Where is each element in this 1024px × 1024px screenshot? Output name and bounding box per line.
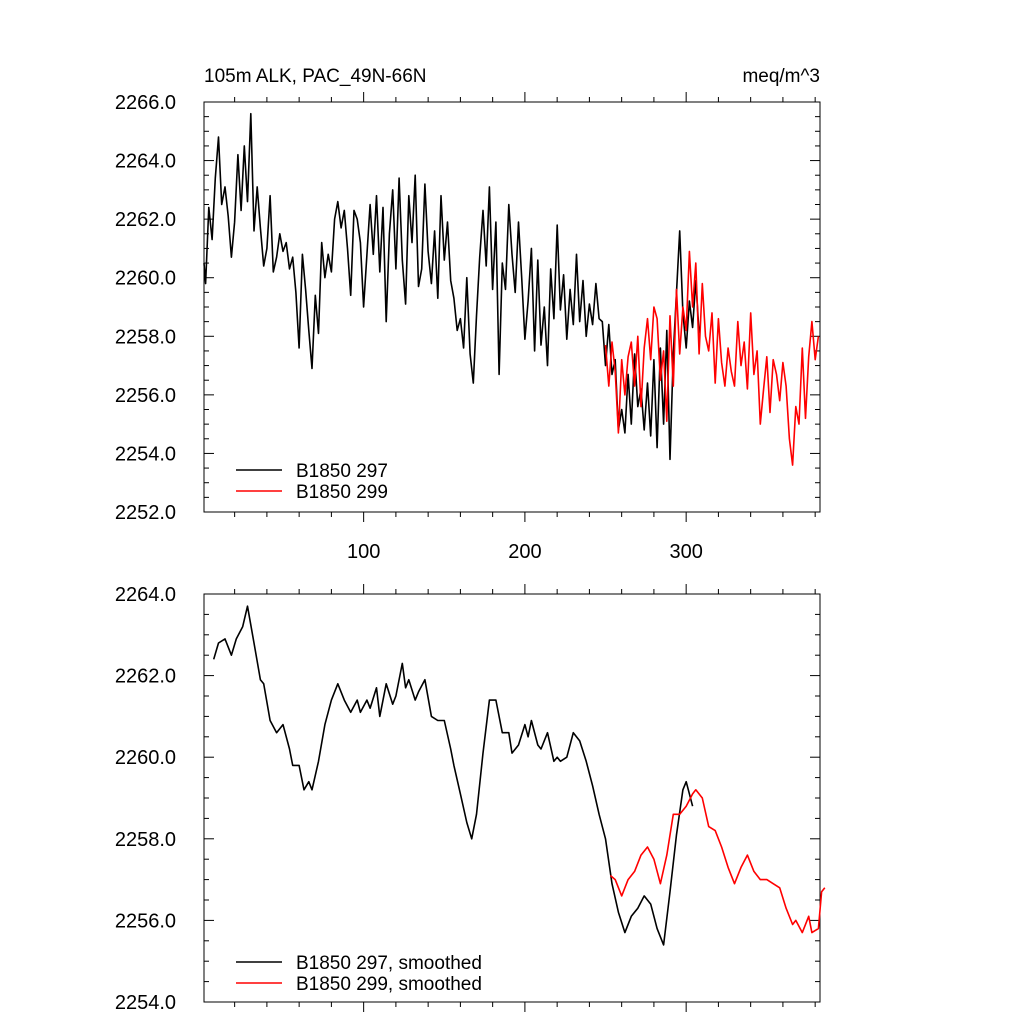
series-group-bottom	[212, 605, 826, 946]
y-tick-label: 2252.0	[115, 502, 176, 524]
legend-label: B1850 299, smoothed	[296, 974, 482, 995]
legend-label: B1850 299	[296, 482, 388, 503]
axis-ticks-bottom: 2254.0 2256.0 2258.0 2260.0 2262.0 2264.0	[115, 584, 820, 1014]
top-panel: 105m ALK, PAC_49N-66N meq/m^3 2252.0 2254…	[115, 66, 821, 563]
y-tick-label: 2258.0	[115, 326, 176, 348]
y-tick-label: 2262.0	[115, 209, 176, 231]
y-tick-label: 2256.0	[115, 385, 176, 407]
series-line-b1850-299-smoothed	[609, 789, 826, 934]
y-tick-label: 2266.0	[115, 92, 176, 114]
series-line-b1850-297	[203, 112, 700, 461]
x-tick-label: 100	[347, 541, 380, 563]
legend-label: B1850 297	[296, 461, 388, 482]
bottom-panel: 2254.0 2256.0 2258.0 2260.0 2262.0 2264.0 B18…	[115, 584, 826, 1014]
series-line-b1850-299	[604, 250, 820, 466]
y-tick-label: 2262.0	[115, 666, 176, 688]
plot-frame-bottom	[203, 593, 821, 1003]
y-tick-label: 2260.0	[115, 747, 176, 769]
chart-title: 105m ALK, PAC_49N-66N	[204, 66, 427, 87]
y-tick-label: 2264.0	[115, 151, 176, 173]
y-tick-label: 2260.0	[115, 268, 176, 290]
y-tick-label: 2258.0	[115, 829, 176, 851]
y-tick-label: 2254.0	[115, 443, 176, 465]
x-tick-label: 300	[669, 541, 702, 563]
y-tick-label: 2264.0	[115, 584, 176, 606]
y-tick-label: 2256.0	[115, 910, 176, 932]
axis-ticks-top: 2252.0 2254.0 2256.0 2258.0 2260.0 2262.0 2264…	[115, 92, 820, 563]
series-group-top	[203, 112, 820, 466]
units-label: meq/m^3	[742, 66, 820, 87]
x-tick-label: 200	[508, 541, 541, 563]
series-line-b1850-297-smoothed	[212, 605, 694, 946]
legend-label: B1850 297, smoothed	[296, 953, 482, 974]
y-tick-label: 2254.0	[115, 992, 176, 1014]
